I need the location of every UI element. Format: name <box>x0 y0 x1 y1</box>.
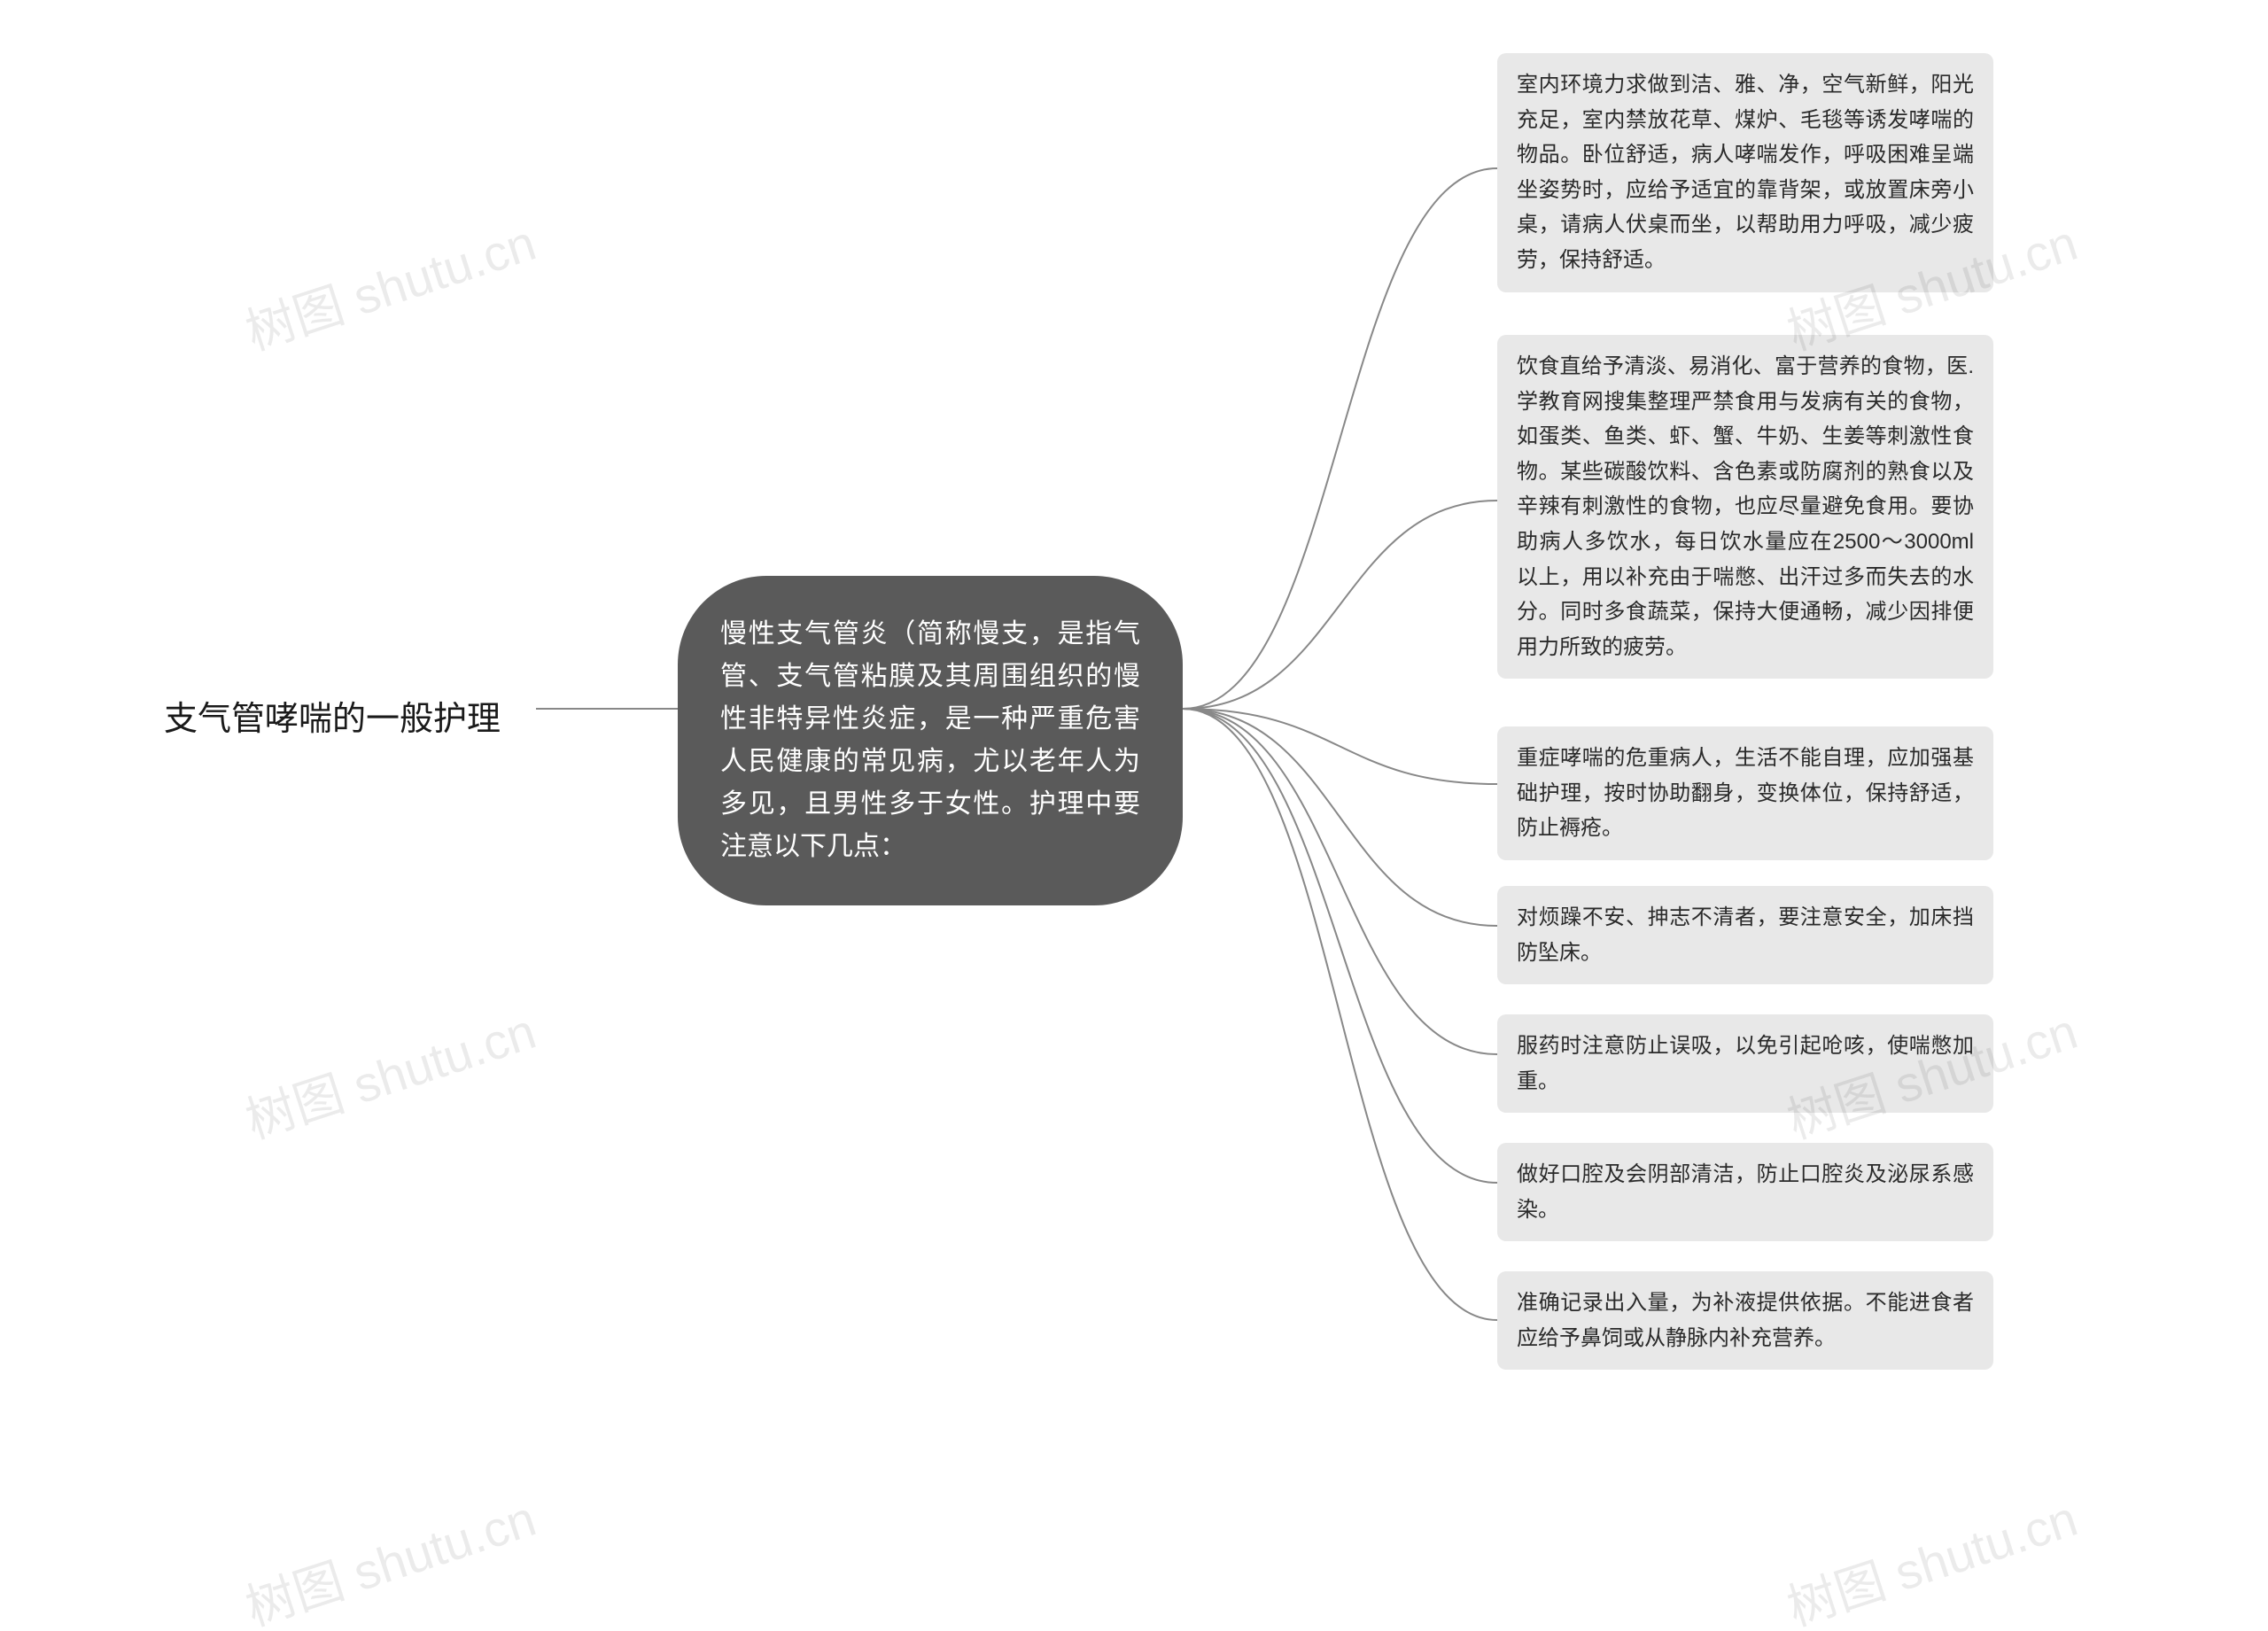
watermark-text: 树图 shutu.cn <box>236 204 544 365</box>
watermark-text: 树图 shutu.cn <box>236 992 544 1153</box>
leaf-node: 室内环境力求做到洁、雅、净，空气新鲜，阳光充足，室内禁放花草、煤炉、毛毯等诱发哮… <box>1497 53 1993 292</box>
root-node: 支气管哮喘的一般护理 <box>164 691 501 740</box>
leaf-node: 服药时注意防止误吸，以免引起呛咳，使喘憋加重。 <box>1497 1014 1993 1113</box>
leaf-node: 饮食直给予清淡、易消化、富于营养的食物，医.学教育网搜集整理严禁食用与发病有关的… <box>1497 335 1993 679</box>
leaf-node: 准确记录出入量，为补液提供依据。不能进食者应给予鼻饲或从静脉内补充营养。 <box>1497 1271 1993 1370</box>
mindmap-canvas: 支气管哮喘的一般护理 慢性支气管炎（简称慢支，是指气管、支气管粘膜及其周围组织的… <box>0 0 2268 1631</box>
watermark-text: 树图 shutu.cn <box>1777 1480 2085 1631</box>
level1-node: 慢性支气管炎（简称慢支，是指气管、支气管粘膜及其周围组织的慢性非特异性炎症，是一… <box>678 576 1183 905</box>
leaf-node: 对烦躁不安、抻志不清者，要注意安全，加床挡防坠床。 <box>1497 886 1993 984</box>
leaf-node: 做好口腔及会阴部清洁，防止口腔炎及泌尿系感染。 <box>1497 1143 1993 1241</box>
leaf-node: 重症哮喘的危重病人，生活不能自理，应加强基础护理，按时协助翻身，变换体位，保持舒… <box>1497 726 1993 860</box>
watermark-text: 树图 shutu.cn <box>236 1480 544 1631</box>
